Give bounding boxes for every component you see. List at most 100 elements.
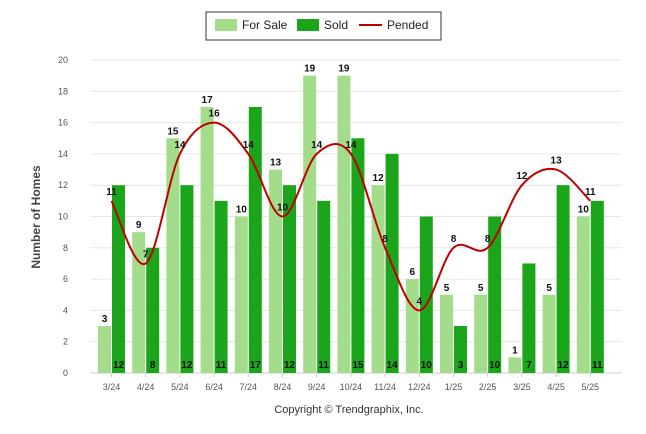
data-label-pended: 4 bbox=[417, 296, 423, 307]
y-tick-label: 10 bbox=[58, 212, 68, 222]
data-label-sold: 12 bbox=[284, 360, 296, 371]
data-label-for-sale: 10 bbox=[578, 205, 590, 216]
bar-sold bbox=[317, 200, 331, 373]
data-label-sold: 3 bbox=[458, 360, 464, 371]
data-label-pended: 10 bbox=[277, 203, 289, 214]
y-tick-label: 4 bbox=[63, 305, 68, 315]
data-label-sold: 12 bbox=[113, 360, 125, 371]
data-label-pended: 12 bbox=[516, 171, 528, 182]
data-label-pended: 11 bbox=[585, 187, 596, 198]
x-tick-label: 2/25 bbox=[479, 382, 497, 392]
data-label-for-sale: 17 bbox=[202, 95, 214, 106]
bar-for-sale bbox=[303, 75, 317, 374]
data-label-pended: 8 bbox=[382, 234, 388, 245]
legend-label-for-sale: For Sale bbox=[242, 18, 288, 32]
x-tick-label: 11/24 bbox=[374, 382, 396, 392]
bar-for-sale bbox=[166, 138, 180, 373]
bar-sold bbox=[112, 185, 125, 373]
data-label-pended: 13 bbox=[551, 156, 563, 167]
x-tick-label: 9/24 bbox=[308, 382, 326, 392]
bar-for-sale bbox=[542, 294, 556, 373]
bar-sold bbox=[556, 185, 570, 373]
x-tick-label: 5/25 bbox=[582, 382, 600, 392]
bar-for-sale bbox=[371, 185, 385, 373]
y-tick-label: 20 bbox=[58, 55, 68, 65]
data-label-pended: 16 bbox=[209, 109, 221, 120]
x-tick-label: 3/24 bbox=[103, 382, 121, 392]
data-label-pended: 14 bbox=[311, 140, 323, 151]
bar-for-sale bbox=[576, 216, 590, 373]
data-label-for-sale: 5 bbox=[546, 283, 552, 294]
x-tick-label: 6/24 bbox=[205, 382, 223, 392]
pended-line-layer bbox=[110, 121, 592, 312]
data-label-sold: 12 bbox=[181, 360, 193, 371]
bar-for-sale bbox=[508, 357, 522, 373]
copyright-credit: Copyright © Trendgraphix, Inc. bbox=[274, 404, 423, 416]
data-label-pended: 14 bbox=[174, 140, 186, 151]
bar-sold bbox=[522, 263, 536, 373]
bar-for-sale bbox=[405, 279, 419, 373]
data-label-for-sale: 6 bbox=[410, 267, 416, 278]
data-labels: 3129815121711101713121911191512146105351… bbox=[102, 64, 603, 371]
x-tick-label: 1/25 bbox=[445, 382, 463, 392]
legend-label-sold: Sold bbox=[324, 18, 348, 32]
data-label-sold: 10 bbox=[421, 360, 433, 371]
bar-for-sale bbox=[234, 216, 248, 373]
legend-label-pended: Pended bbox=[387, 18, 428, 32]
bar-for-sale bbox=[269, 169, 282, 373]
data-label-sold: 10 bbox=[489, 360, 501, 371]
y-tick-label: 8 bbox=[63, 243, 68, 253]
data-label-for-sale: 5 bbox=[478, 283, 484, 294]
x-tick-label: 4/24 bbox=[137, 382, 155, 392]
x-tick-label: 8/24 bbox=[274, 382, 292, 392]
bar-sold bbox=[590, 200, 604, 373]
data-label-for-sale: 9 bbox=[136, 220, 142, 231]
bar-for-sale bbox=[132, 232, 146, 373]
data-label-pended: 8 bbox=[451, 234, 457, 245]
data-label-for-sale: 13 bbox=[270, 158, 282, 169]
y-tick-label: 2 bbox=[63, 337, 68, 347]
x-tick-label: 7/24 bbox=[240, 382, 258, 392]
data-label-sold: 7 bbox=[526, 360, 532, 371]
data-label-for-sale: 10 bbox=[236, 205, 248, 216]
data-label-for-sale: 12 bbox=[373, 173, 385, 184]
bar-sold bbox=[146, 247, 160, 373]
y-tick-label: 16 bbox=[58, 118, 68, 128]
x-tick-label: 5/24 bbox=[171, 382, 189, 392]
data-label-pended: 11 bbox=[106, 187, 117, 198]
bar-sold bbox=[454, 326, 467, 373]
x-tick-label: 12/24 bbox=[408, 382, 431, 392]
bar-sold bbox=[488, 216, 502, 373]
legend-swatch-sold bbox=[297, 19, 319, 31]
data-label-sold: 11 bbox=[216, 360, 227, 371]
bar-for-sale bbox=[98, 326, 111, 373]
data-label-for-sale: 19 bbox=[338, 64, 350, 75]
data-label-sold: 8 bbox=[150, 360, 156, 371]
legend-box bbox=[205, 11, 442, 41]
y-tick-label: 0 bbox=[63, 368, 68, 378]
data-label-sold: 15 bbox=[352, 360, 364, 371]
data-label-for-sale: 1 bbox=[512, 345, 518, 356]
data-label-sold: 14 bbox=[387, 360, 399, 371]
bar-sold bbox=[351, 138, 365, 373]
bar-for-sale bbox=[440, 294, 453, 373]
y-tick-label: 12 bbox=[58, 180, 68, 190]
data-label-for-sale: 3 bbox=[102, 314, 108, 325]
data-label-for-sale: 19 bbox=[304, 64, 316, 75]
x-tick-label: 3/25 bbox=[513, 382, 531, 392]
bar-sold bbox=[214, 200, 228, 373]
bar-sold bbox=[180, 185, 194, 373]
data-label-sold: 11 bbox=[592, 360, 603, 371]
bars bbox=[98, 75, 604, 374]
data-label-pended: 14 bbox=[345, 140, 357, 151]
data-label-pended: 14 bbox=[243, 140, 255, 151]
legend-swatch-for-sale bbox=[215, 19, 237, 31]
pended-line bbox=[110, 121, 592, 312]
y-axis-title: Number of Homes bbox=[29, 165, 43, 269]
data-label-sold: 12 bbox=[558, 360, 570, 371]
y-tick-label: 6 bbox=[63, 274, 68, 284]
bar-sold bbox=[419, 216, 433, 373]
